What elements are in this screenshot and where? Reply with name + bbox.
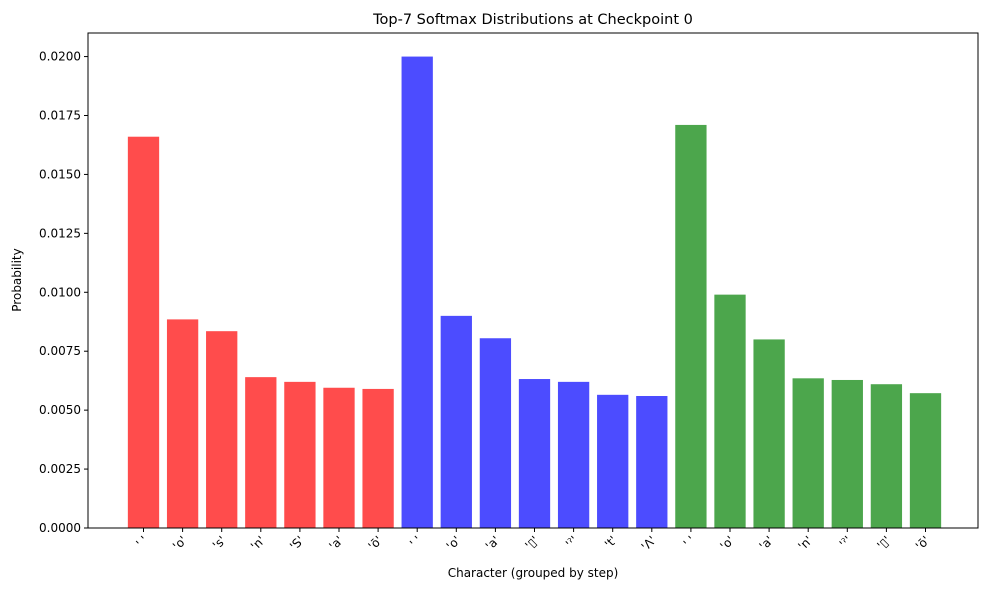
bar-11 [557, 381, 590, 528]
bar-16 [753, 339, 785, 528]
x-tick-label-18: 'ˀ' [837, 533, 855, 551]
x-tick-label-20: 'ō' [913, 533, 933, 553]
y-tick-label-0: 0.0000 [39, 521, 81, 535]
plot-frame [87, 32, 979, 529]
y-axis-title: Probability [10, 248, 24, 311]
x-axis: ' ' 'o' 's' 'n' 'S' 'a' 'ō' ' ' 'o' 'a' '▯' 'ˀ' 't' '… [133, 528, 933, 554]
x-tick-label-10: '▯' [522, 533, 541, 552]
x-tick-label-16: 'a' [756, 533, 776, 553]
bar-15 [714, 294, 746, 528]
y-tick-label-8: 0.0200 [39, 50, 81, 64]
x-tick-label-6: 'ō' [365, 533, 385, 553]
y-tick-label-4: 0.0100 [39, 285, 81, 299]
x-tick-label-13: 'Λ' [639, 533, 659, 553]
bars-group [127, 56, 942, 529]
bar-19 [870, 384, 903, 528]
x-axis-title: Character (grouped by step) [448, 566, 619, 580]
bar-17 [792, 378, 824, 528]
x-tick-label-19: '▯' [874, 533, 893, 552]
bar-0 [127, 136, 160, 528]
y-axis: 0.0000 0.0025 0.0050 0.0075 0.0100 0.0125 0.01… [39, 50, 88, 535]
y-tick-label-2: 0.0050 [39, 403, 81, 417]
bar-8 [440, 315, 472, 528]
x-tick-label-2: 's' [210, 533, 229, 552]
bar-7 [401, 56, 433, 528]
x-tick-label-7: ' ' [407, 533, 424, 550]
bar-10 [518, 379, 551, 528]
x-tick-label-9: 'a' [483, 533, 503, 553]
bar-13 [636, 396, 668, 528]
y-tick-label-3: 0.0075 [39, 344, 81, 358]
x-tick-label-11: 'ˀ' [563, 533, 581, 551]
x-tick-label-4: 'S' [287, 533, 307, 553]
y-tick-label-7: 0.0175 [39, 109, 81, 123]
bar-4 [284, 381, 316, 528]
x-tick-label-3: 'n' [248, 533, 268, 553]
bar-18 [831, 379, 863, 528]
x-tick-label-8: 'o' [444, 533, 464, 553]
bar-9 [479, 338, 512, 528]
x-tick-label-0: ' ' [133, 533, 150, 550]
x-tick-label-12: 't' [602, 533, 620, 551]
bar-3 [245, 377, 277, 528]
y-tick-label-6: 0.0150 [39, 167, 81, 181]
chart-title: Top-7 Softmax Distributions at Checkpoin… [372, 12, 693, 28]
y-tick-label-1: 0.0025 [39, 462, 81, 476]
bar-6 [362, 388, 394, 528]
bar-1 [166, 319, 199, 528]
bar-14 [675, 124, 707, 529]
x-tick-label-14: ' ' [681, 533, 698, 550]
y-tick-label-5: 0.0125 [39, 226, 81, 240]
x-tick-label-17: 'n' [795, 533, 815, 553]
bar-2 [206, 331, 238, 528]
bar-12 [597, 394, 629, 528]
x-tick-label-15: 'o' [717, 533, 737, 553]
x-tick-label-1: 'o' [170, 533, 190, 553]
x-tick-label-5: 'a' [326, 533, 346, 553]
bar-20 [909, 393, 942, 528]
bar-5 [323, 387, 355, 528]
